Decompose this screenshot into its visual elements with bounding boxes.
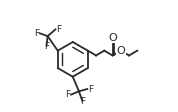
Text: F: F bbox=[80, 97, 85, 106]
Text: F: F bbox=[88, 85, 93, 94]
Text: F: F bbox=[34, 29, 39, 38]
Text: O: O bbox=[109, 33, 118, 43]
Text: F: F bbox=[65, 90, 70, 99]
Text: F: F bbox=[44, 42, 49, 51]
Text: O: O bbox=[116, 46, 125, 56]
Text: F: F bbox=[56, 25, 61, 34]
